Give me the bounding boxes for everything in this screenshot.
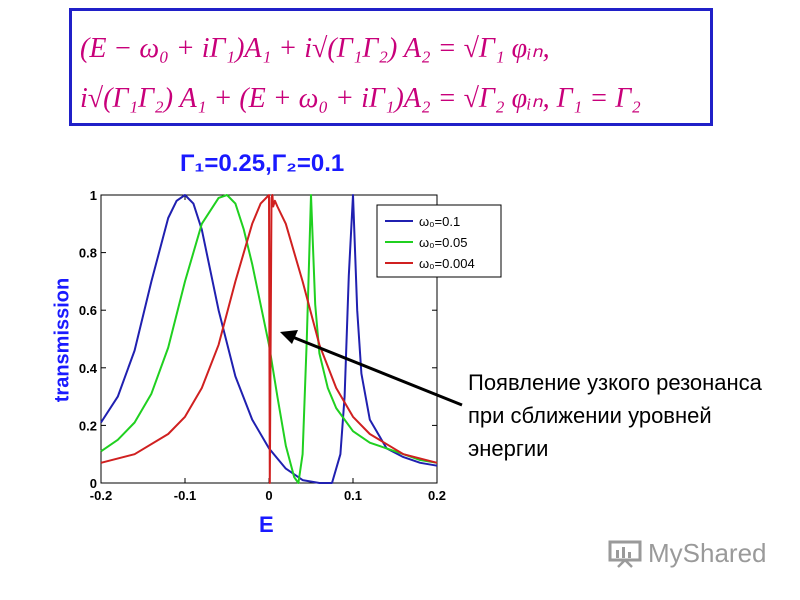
y-tick-label: 1 xyxy=(90,188,97,203)
y-tick-label: 0.2 xyxy=(79,418,97,433)
x-tick-label: 0.2 xyxy=(428,488,446,503)
watermark-label: MyShared xyxy=(648,538,767,568)
y-tick-label: 0.4 xyxy=(79,361,98,376)
x-tick-label: 0.1 xyxy=(344,488,362,503)
series-line-2 xyxy=(100,194,438,484)
x-tick-label: -0.1 xyxy=(174,488,196,503)
x-tick-label: -0.2 xyxy=(90,488,112,503)
y-tick-label: 0 xyxy=(90,476,97,491)
legend-label: ω₀=0.004 xyxy=(419,256,475,271)
chart-title: Γ₁=0.25,Γ₂=0.1 xyxy=(180,150,345,177)
x-axis-label: E xyxy=(259,512,274,537)
annotation-arrow-head xyxy=(280,330,298,344)
annotation-text: Появление узкого резонанса при сближении… xyxy=(468,370,762,461)
equation-line-2: i√(Γ₁Γ₂) A₁ + (E + ω₀ + iΓ₁)A₂ = √Γ₂ φᵢₙ… xyxy=(80,83,641,114)
y-tick-label: 0.8 xyxy=(79,246,97,261)
watermark: MyShared xyxy=(608,538,767,569)
x-tick-label: 0 xyxy=(265,488,272,503)
presentation-board-icon xyxy=(608,540,642,568)
equation-line-1: (E − ω₀ + iΓ₁)A₁ + i√(Γ₁Γ₂) A₂ = √Γ₁ φᵢₙ… xyxy=(80,33,550,64)
annotation-arrow-shaft xyxy=(289,334,463,407)
y-tick-label: 0.6 xyxy=(79,303,97,318)
legend-label: ω₀=0.1 xyxy=(419,214,460,229)
equations-box: (E − ω₀ + iΓ₁)A₁ + i√(Γ₁Γ₂) A₂ = √Γ₁ φᵢₙ… xyxy=(69,8,713,126)
legend-label: ω₀=0.05 xyxy=(419,235,467,250)
series-line-3 xyxy=(100,194,438,484)
